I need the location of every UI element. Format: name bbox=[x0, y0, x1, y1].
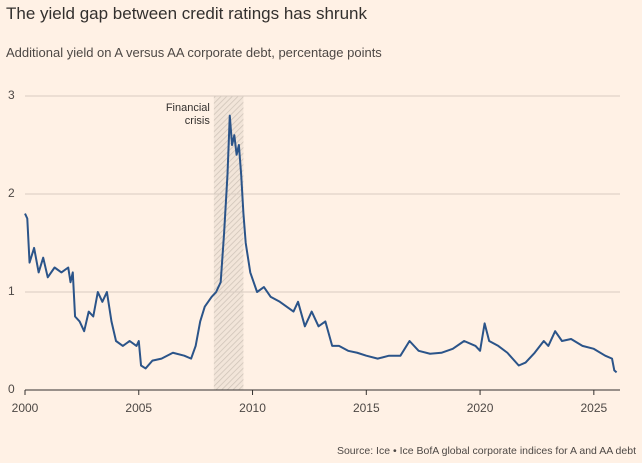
x-tick-label: 2000 bbox=[12, 401, 39, 415]
chart-subtitle: Additional yield on A versus AA corporat… bbox=[6, 45, 382, 60]
y-tick-label: 1 bbox=[8, 284, 15, 298]
source: Source: Ice • Ice BofA global corporate … bbox=[337, 445, 636, 457]
data-line bbox=[24, 114, 618, 374]
x-tick-label: 2015 bbox=[353, 401, 380, 415]
annotation: Financial crisis bbox=[165, 102, 210, 127]
y-tick-label: 3 bbox=[8, 88, 15, 102]
x-tick-label: 2025 bbox=[580, 401, 607, 415]
y-tick-label: 2 bbox=[8, 186, 15, 200]
chart-title: The yield gap between credit ratings has… bbox=[6, 4, 367, 23]
x-tick-label: 2020 bbox=[467, 401, 494, 415]
x-tick-label: 2005 bbox=[125, 401, 152, 415]
y-tick-label: 0 bbox=[8, 382, 15, 396]
x-tick-label: 2010 bbox=[239, 401, 266, 415]
